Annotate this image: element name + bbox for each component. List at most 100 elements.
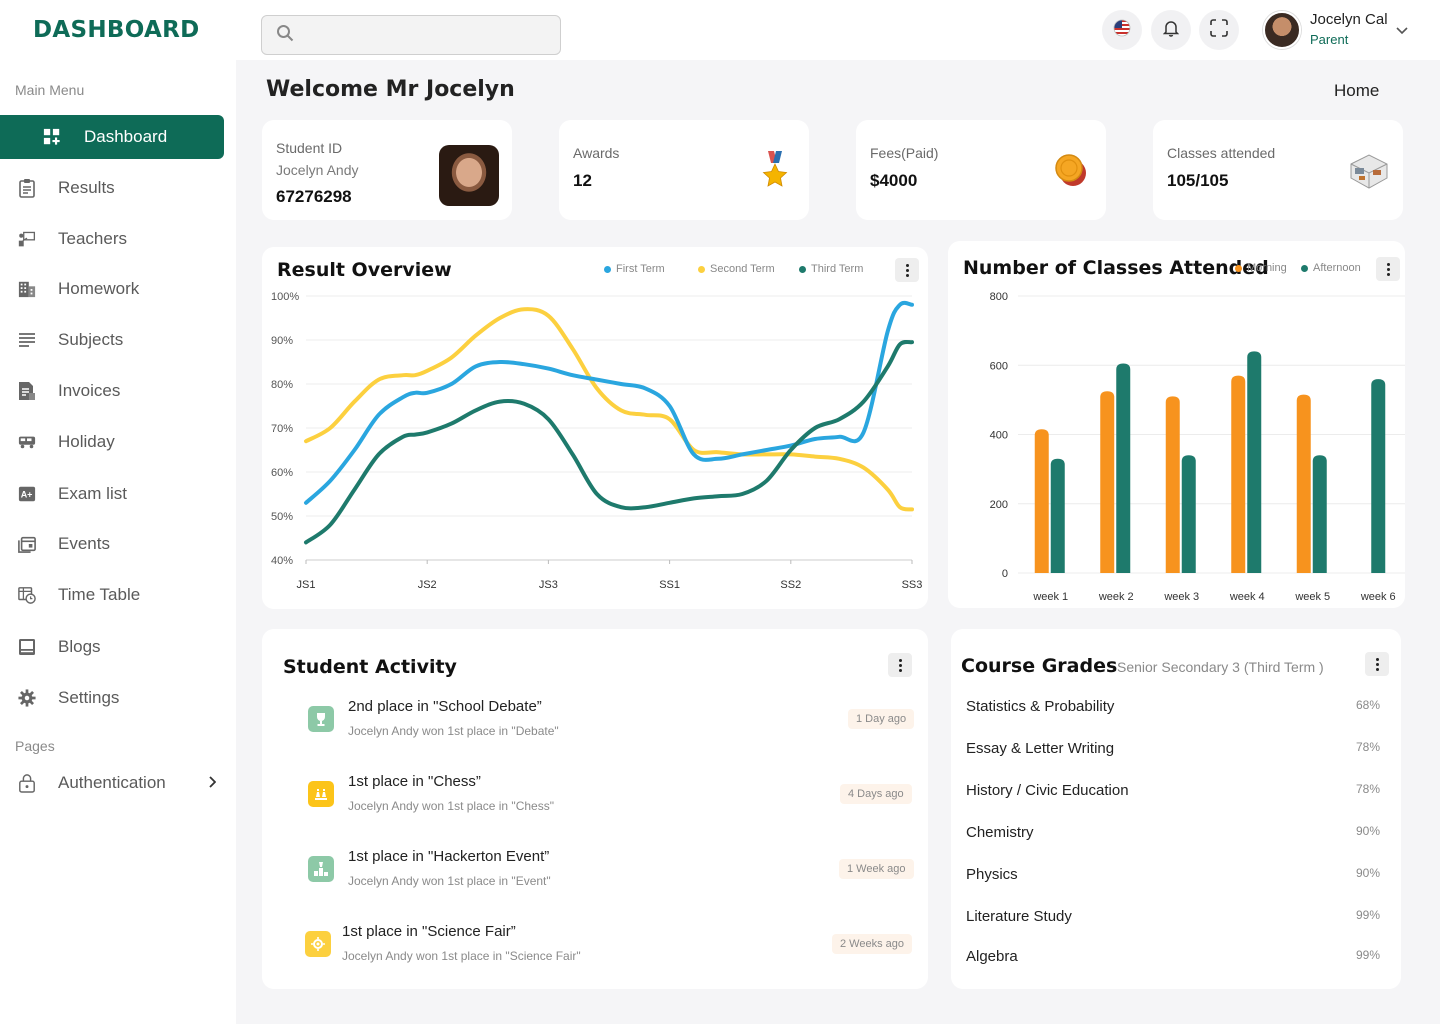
sidebar-item-exam-list[interactable]: A+ Exam list (0, 473, 224, 515)
x-tick-label: week 5 (1294, 591, 1330, 603)
sidebar-item-homework[interactable]: Homework (0, 268, 224, 310)
bar-morning-week-5[interactable] (1296, 394, 1311, 573)
sidebar-item-holiday[interactable]: Holiday (0, 421, 224, 463)
result-overview-menu-button[interactable] (895, 258, 919, 282)
calendar-icon (18, 535, 36, 553)
series-line-third-term[interactable] (304, 339, 914, 545)
course-percent: 99% (1355, 908, 1380, 922)
sidebar-item-label: Results (58, 178, 115, 197)
awards-label: Awards (573, 145, 620, 161)
sidebar-item-events[interactable]: Events (0, 523, 224, 565)
awards-value: 12 (573, 171, 592, 190)
app-logo[interactable]: DASHBOARD (33, 17, 200, 43)
list-icon (18, 331, 36, 349)
course-grades-subtitle[interactable]: Senior Secondary 3 (Third Term ) (1117, 659, 1324, 675)
y-tick-label: 90% (271, 335, 293, 347)
course-grades-panel: Course Grades Senior Secondary 3 (Third … (951, 629, 1401, 989)
sidebar-item-subjects[interactable]: Subjects (0, 319, 224, 361)
y-tick-label: 100% (271, 291, 299, 303)
breadcrumb[interactable]: Home (1334, 81, 1380, 100)
student-activity-menu-button[interactable] (888, 653, 912, 677)
classes-label: Classes attended (1167, 145, 1276, 161)
bar-morning-week-1[interactable] (1034, 429, 1049, 573)
activity-time: 1 Week ago (839, 859, 914, 879)
fullscreen-button[interactable] (1199, 10, 1239, 50)
sidebar-item-dashboard[interactable]: Dashboard (0, 115, 224, 159)
sidebar-item-results[interactable]: Results (0, 167, 224, 209)
legend-first-term[interactable]: First Term (604, 263, 665, 275)
gear-icon (18, 689, 36, 707)
table-row[interactable]: Literature Study 99% (966, 908, 1380, 925)
activity-time: 1 Day ago (848, 709, 915, 729)
activity-title: 2nd place in "School Debate” (348, 698, 542, 715)
course-percent: 68% (1355, 698, 1380, 712)
search-icon (276, 24, 294, 47)
activity-time: 4 Days ago (840, 784, 912, 804)
course-grades-menu-button[interactable] (1365, 652, 1389, 676)
sidebar-item-label: Teachers (58, 229, 127, 248)
x-tick-label: week 1 (1032, 591, 1068, 603)
sidebar-item-label: Homework (58, 279, 140, 298)
table-row[interactable]: Chemistry 90% (966, 824, 1380, 841)
language-button[interactable] (1102, 10, 1142, 50)
legend-afternoon[interactable]: Afternoon (1301, 262, 1361, 274)
legend-morning[interactable]: Morning (1235, 262, 1287, 274)
bar-afternoon-week-2[interactable] (1116, 363, 1131, 573)
x-tick-label: SS1 (659, 579, 680, 591)
table-row[interactable]: Physics 90% (966, 866, 1380, 883)
classroom-icon (1349, 152, 1389, 195)
search-box[interactable] (261, 15, 561, 55)
bar-afternoon-week-6[interactable] (1371, 379, 1386, 573)
table-row[interactable]: Algebra 99% (966, 948, 1380, 965)
classes-attended-menu-button[interactable] (1376, 257, 1400, 281)
y-tick-label: 40% (271, 555, 293, 567)
x-tick-label: week 3 (1163, 591, 1199, 603)
legend-third-term[interactable]: Third Term (799, 263, 863, 275)
table-row[interactable]: History / Civic Education 78% (966, 782, 1380, 799)
sidebar-item-label: Authentication (58, 773, 166, 792)
course-percent: 78% (1355, 740, 1380, 754)
classes-value: 105/105 (1167, 171, 1229, 190)
fees-label: Fees(Paid) (870, 145, 939, 161)
bar-afternoon-week-1[interactable] (1050, 458, 1065, 573)
invoice-icon (18, 382, 36, 400)
user-name[interactable]: Jocelyn Cal (1310, 11, 1388, 28)
series-line-first-term[interactable] (304, 300, 914, 505)
activity-desc: Jocelyn Andy won 1st place in "Science F… (342, 949, 581, 963)
sidebar-item-settings[interactable]: Settings (0, 677, 224, 719)
bar-afternoon-week-5[interactable] (1312, 455, 1327, 573)
bar-afternoon-week-4[interactable] (1247, 351, 1262, 573)
student-id-value: 67276298 (276, 187, 352, 206)
course-percent: 78% (1355, 782, 1380, 796)
classes-card: Classes attended 105/105 (1153, 120, 1403, 220)
series-line-second-term[interactable] (304, 307, 914, 512)
podium-icon (308, 856, 334, 882)
sidebar-item-authentication[interactable]: Authentication (0, 762, 224, 804)
bar-morning-week-3[interactable] (1165, 396, 1180, 573)
sidebar-item-teachers[interactable]: Teachers (0, 218, 224, 260)
x-tick-label: SS3 (902, 579, 923, 591)
coins-icon (1053, 152, 1089, 193)
x-tick-label: SS2 (780, 579, 801, 591)
main-menu-heading: Main Menu (15, 82, 85, 98)
y-tick-label: 800 (990, 291, 1008, 303)
sidebar-item-label: Dashboard (84, 127, 168, 146)
x-tick-label: week 2 (1098, 591, 1134, 603)
bar-morning-week-2[interactable] (1100, 391, 1115, 573)
sidebar-item-blogs[interactable]: Blogs (0, 626, 224, 668)
search-input[interactable] (304, 27, 544, 43)
table-row[interactable]: Essay & Letter Writing 78% (966, 740, 1380, 757)
user-role: Parent (1310, 32, 1349, 47)
fullscreen-icon (1210, 18, 1228, 42)
bar-afternoon-week-3[interactable] (1181, 455, 1196, 573)
course-percent: 90% (1355, 824, 1380, 838)
notifications-button[interactable] (1151, 10, 1191, 50)
course-name: Chemistry (966, 824, 1034, 841)
table-row[interactable]: Statistics & Probability 68% (966, 698, 1380, 715)
bar-morning-week-4[interactable] (1231, 375, 1246, 573)
sidebar-item-invoices[interactable]: Invoices (0, 370, 224, 412)
legend-second-term[interactable]: Second Term (698, 263, 775, 275)
chevron-down-icon[interactable] (1396, 22, 1408, 40)
user-avatar[interactable] (1263, 11, 1301, 49)
sidebar-item-time-table[interactable]: Time Table (0, 574, 224, 616)
